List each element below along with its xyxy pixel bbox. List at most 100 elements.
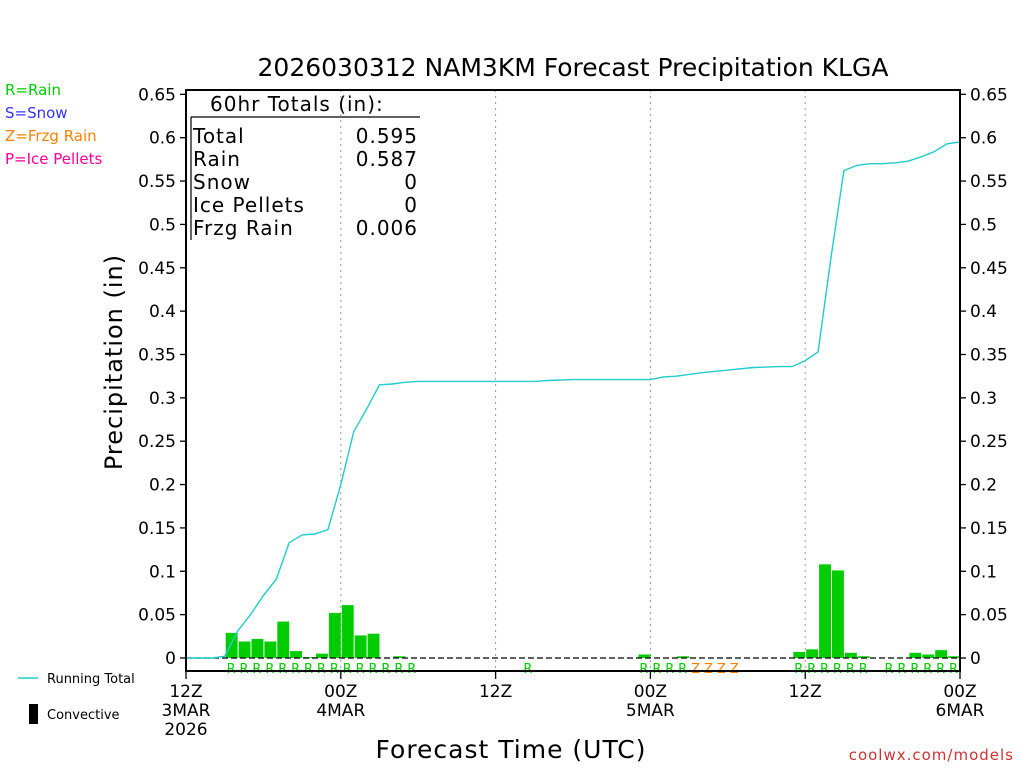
ptype-letter: Z [717, 662, 726, 677]
ptype-letter: R [833, 662, 842, 677]
totals-box: 60hr Totals (in): Total 0.595 Rain 0.587 Sno… [190, 92, 420, 240]
precip-bar [393, 656, 406, 658]
totals-value: 0.587 [356, 147, 418, 171]
x-tick-label: 2026 [164, 720, 207, 740]
y-tick-label-left: 0.4 [149, 302, 176, 322]
precip-bar [677, 656, 690, 658]
precip-bar [354, 635, 367, 658]
totals-value: 0.595 [356, 124, 418, 148]
y-tick-label-right: 0.3 [970, 389, 997, 409]
ptype-letter: R [317, 662, 326, 677]
y-tick-label-right: 0.2 [970, 476, 997, 496]
y-tick-label-left: 0.2 [149, 476, 176, 496]
ptype-letter: Z [691, 662, 700, 677]
y-tick-label-left: 0 [165, 649, 176, 669]
series-legend: Running Total Convective [18, 672, 135, 724]
ptype-letter: R [291, 662, 300, 677]
ptype-legend-entry: S=Snow [5, 104, 68, 122]
y-tick-label-left: 0.05 [138, 606, 176, 626]
ptype-letter: R [949, 662, 958, 677]
ptype-letter: R [523, 662, 532, 677]
ptype-letter: R [252, 662, 261, 677]
ptype-letter: R [265, 662, 274, 677]
ptype-letter: R [820, 662, 829, 677]
y-tick-label-left: 0.35 [138, 345, 176, 365]
ptype-letter: R [885, 662, 894, 677]
x-tick-label: 5MAR [626, 701, 675, 721]
x-tick-label: 6MAR [936, 701, 985, 721]
x-tick-label: 4MAR [316, 701, 365, 721]
y-tick-label-right: 0 [970, 649, 981, 669]
precip-bar [290, 651, 303, 658]
precip-bar [303, 657, 315, 659]
totals-label: Frzg Rain [193, 216, 294, 240]
totals-value: 0 [404, 170, 418, 194]
y-tick-label-left: 0.45 [138, 259, 176, 279]
y-tick-label-right: 0.15 [970, 519, 1008, 539]
precip-bar [251, 638, 264, 658]
y-tick-label-right: 0.65 [970, 85, 1008, 105]
y-axis-right: 0 0.05 0.1 0.15 0.2 0.25 0.3 0.35 0.4 0.45 0.5 0.55… [960, 85, 1008, 669]
totals-label: Rain [193, 147, 241, 171]
x-axis-label: Forecast Time (UTC) [376, 735, 647, 764]
ptype-letter: R [240, 662, 249, 677]
precip-bar [819, 564, 831, 658]
y-tick-label-left: 0.55 [138, 172, 176, 192]
ptype-legend-entry: Z=Frzg Rain [5, 127, 97, 145]
precip-bar [316, 653, 328, 658]
x-tick-label: 12Z [169, 682, 202, 702]
precip-bar [922, 654, 935, 658]
y-tick-label-right: 0.05 [970, 606, 1008, 626]
ptype-letter: R [394, 662, 403, 677]
ptype-letter: R [923, 662, 932, 677]
totals-value: 0.006 [356, 216, 418, 240]
ptype-letter: R [678, 662, 687, 677]
ptype-letter: R [807, 662, 816, 677]
precip-bar [264, 641, 277, 658]
site-credit: coolwx.com/models [849, 746, 1014, 764]
x-tick-label: 00Z [943, 682, 976, 702]
y-tick-label-right: 0.45 [970, 259, 1008, 279]
precip-bar [225, 632, 238, 658]
precip-bar [638, 654, 651, 658]
running-total-line [186, 141, 961, 659]
y-tick-label-left: 0.65 [138, 85, 176, 105]
ptype-letter: R [936, 662, 945, 677]
x-tick-label: 3MAR [162, 701, 211, 721]
ptype-letter: R [343, 662, 352, 677]
ptype-letter: R [381, 662, 390, 677]
y-tick-label-right: 0.55 [970, 172, 1008, 192]
ptype-letter: R [910, 662, 919, 677]
ptype-letter: R [227, 662, 236, 677]
y-axis-left: 0 0.05 0.1 0.15 0.2 0.25 0.3 0.35 0.4 0.45 0.5 0.55… [138, 85, 186, 669]
precip-bar [277, 621, 290, 658]
precip-bar [341, 605, 354, 658]
series-legend-label: Running Total [47, 672, 135, 687]
vertical-grid [340, 90, 806, 671]
series-legend-label: Convective [47, 708, 120, 723]
y-tick-label-right: 0.25 [970, 432, 1008, 452]
precip-bar [832, 570, 844, 658]
y-tick-label-left: 0.3 [149, 389, 176, 409]
precip-bar [935, 650, 948, 658]
ptype-letter: R [652, 662, 661, 677]
ptype-letter: R [356, 662, 365, 677]
totals-rows: Total 0.595 Rain 0.587 Snow 0 Ice Pellets 0 Frzg… [192, 124, 418, 240]
y-tick-label-right: 0.1 [970, 562, 997, 582]
precip-bar [806, 649, 819, 658]
ptype-letter: Z [704, 662, 713, 677]
x-tick-label: 12Z [789, 682, 822, 702]
precip-bar [909, 652, 922, 658]
ptype-letter: R [665, 662, 674, 677]
precip-bar [328, 612, 341, 658]
totals-heading: 60hr Totals (in): [210, 92, 384, 116]
precip-bar [367, 633, 380, 658]
y-axis-label: Precipitation (in) [100, 254, 128, 470]
y-tick-label-right: 0.35 [970, 345, 1008, 365]
chart-title: 2026030312 NAM3KM Forecast Precipitation… [258, 53, 889, 82]
ptype-letter: R [859, 662, 868, 677]
ptype-letter: R [794, 662, 803, 677]
y-tick-label-left: 0.1 [149, 562, 176, 582]
